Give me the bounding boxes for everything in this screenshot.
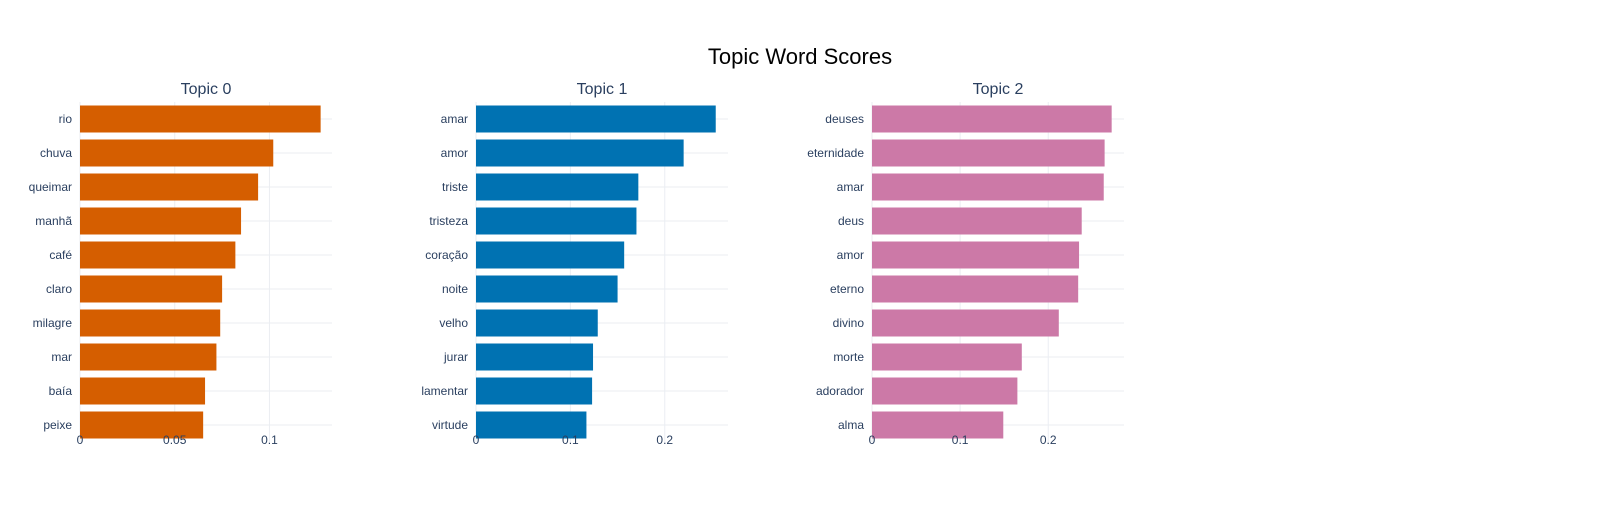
bar-amor	[476, 139, 684, 167]
bar-amor	[872, 241, 1080, 269]
bar-deus	[872, 207, 1082, 235]
category-label: claro	[46, 282, 72, 296]
bar-eterno	[872, 275, 1079, 303]
bar-amar	[476, 105, 716, 133]
bar-adorador	[872, 377, 1018, 405]
category-label: café	[49, 248, 72, 262]
subplot-topic-2: Topic 2 deuses eternidade amar deus amor etern…	[807, 81, 1124, 447]
bar-coração	[476, 241, 625, 269]
category-label: eterno	[830, 282, 864, 296]
bar-amar	[872, 173, 1104, 201]
bar-claro	[80, 275, 223, 303]
category-label: tristeza	[429, 214, 468, 228]
bar-chuva	[80, 139, 274, 167]
category-label: divino	[833, 316, 865, 330]
x-tick-label: 0.05	[163, 433, 187, 447]
subplot-title: Topic 1	[577, 81, 628, 98]
category-label: velho	[439, 316, 468, 330]
x-tick-label: 0	[77, 433, 84, 447]
bar-café	[80, 241, 236, 269]
category-label: deus	[838, 214, 864, 228]
category-label: rio	[59, 112, 73, 126]
category-label: amor	[837, 248, 864, 262]
x-tick-label: 0.2	[656, 433, 673, 447]
category-label: amar	[441, 112, 468, 126]
bar-virtude	[476, 411, 587, 439]
bar-eternidade	[872, 139, 1105, 167]
bar-divino	[872, 309, 1059, 337]
category-label: jurar	[443, 350, 468, 364]
x-tick-label: 0.1	[952, 433, 969, 447]
bar-rio	[80, 105, 321, 133]
category-label: lamentar	[421, 384, 468, 398]
subplot-title: Topic 0	[181, 81, 232, 98]
x-tick-label: 0.2	[1040, 433, 1057, 447]
category-label: amor	[441, 146, 468, 160]
category-label: amar	[837, 180, 864, 194]
category-label: morte	[833, 350, 864, 364]
subplot-topic-0: Topic 0 rio chuva queimar manhã café claro mila…	[29, 81, 332, 447]
bar-peixe	[80, 411, 204, 439]
category-label: queimar	[29, 180, 72, 194]
x-tick-label: 0.1	[261, 433, 278, 447]
category-label: adorador	[816, 384, 864, 398]
subplot-topic-1: Topic 1 amar amor triste tristeza coração noit…	[421, 81, 728, 447]
category-label: deuses	[825, 112, 864, 126]
category-label: virtude	[432, 418, 468, 432]
chart-title: Topic Word Scores	[708, 44, 892, 69]
bar-lamentar	[476, 377, 593, 405]
bar-alma	[872, 411, 1004, 439]
bar-noite	[476, 275, 618, 303]
category-label: eternidade	[807, 146, 864, 160]
bar-velho	[476, 309, 598, 337]
category-label: chuva	[40, 146, 72, 160]
category-label: coração	[425, 248, 468, 262]
bar-mar	[80, 343, 217, 371]
bar-milagre	[80, 309, 221, 337]
bar-baía	[80, 377, 206, 405]
bar-morte	[872, 343, 1022, 371]
x-tick-label: 0.1	[562, 433, 579, 447]
bar-triste	[476, 173, 639, 201]
category-label: noite	[442, 282, 468, 296]
category-label: mar	[51, 350, 72, 364]
bar-manhã	[80, 207, 242, 235]
x-tick-label: 0	[473, 433, 480, 447]
category-label: triste	[442, 180, 468, 194]
category-label: baía	[49, 384, 73, 398]
category-label: manhã	[35, 214, 72, 228]
bar-jurar	[476, 343, 594, 371]
x-tick-label: 0	[869, 433, 876, 447]
category-label: peixe	[43, 418, 72, 432]
subplot-title: Topic 2	[973, 81, 1024, 98]
category-label: milagre	[33, 316, 73, 330]
bar-queimar	[80, 173, 259, 201]
subplots: Topic 0 rio chuva queimar manhã café claro mila…	[29, 81, 1124, 447]
bar-deuses	[872, 105, 1112, 133]
bar-tristeza	[476, 207, 637, 235]
category-label: alma	[838, 418, 864, 432]
